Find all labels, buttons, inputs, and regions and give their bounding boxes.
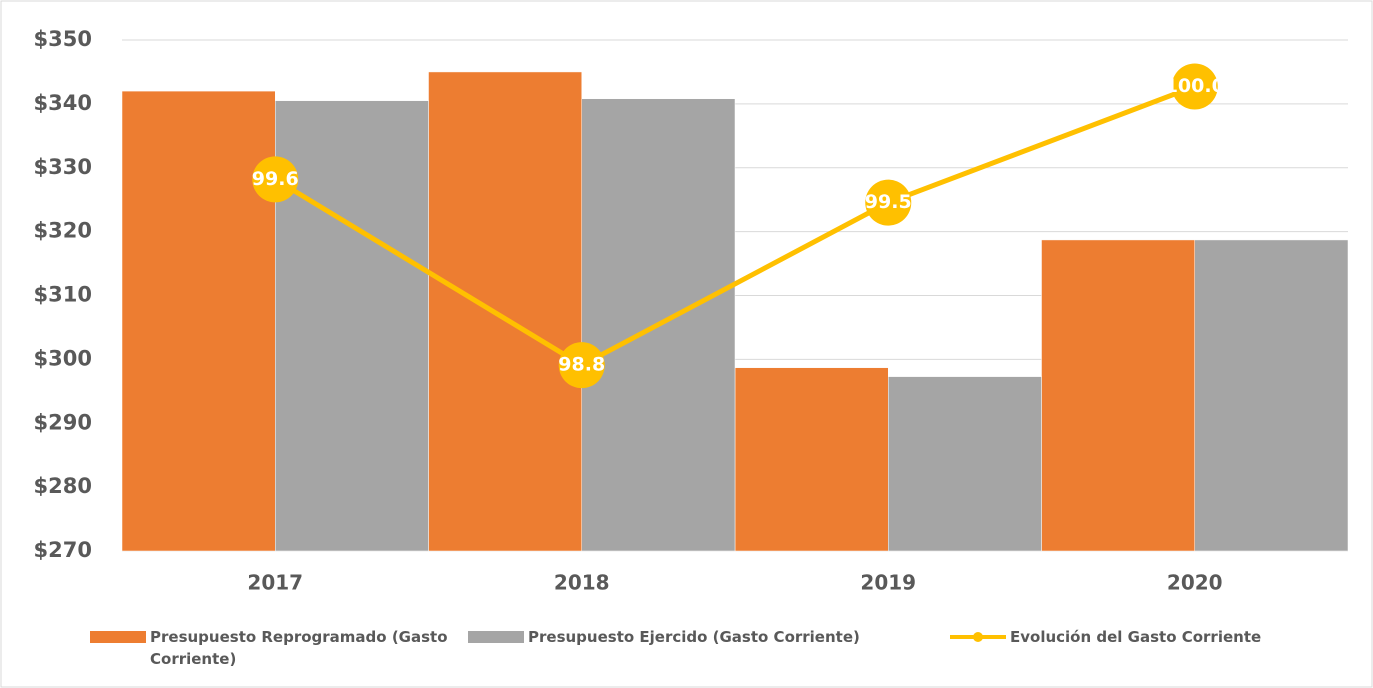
y-tick-label: $320 xyxy=(34,219,92,243)
legend-item: Presupuesto Reprogramado (Gasto Corrient… xyxy=(90,626,470,670)
y-tick-label: $330 xyxy=(34,155,92,179)
y-tick-label: $290 xyxy=(34,410,92,434)
legend-label: Presupuesto Ejercido (Gasto Corriente) xyxy=(528,628,860,646)
legend-swatch xyxy=(468,631,524,643)
point-marker xyxy=(865,179,912,226)
bar xyxy=(888,376,1042,552)
bar xyxy=(428,71,582,552)
y-tick-label: $310 xyxy=(34,283,92,307)
legend-item: Presupuesto Ejercido (Gasto Corriente) xyxy=(468,626,988,648)
legend-label: Evolución del Gasto Corriente xyxy=(1010,628,1262,646)
legend-swatch xyxy=(950,632,1006,642)
x-tick-label: 2019 xyxy=(860,571,916,595)
y-tick-label: $300 xyxy=(34,346,92,370)
bar xyxy=(275,100,429,552)
x-tick-label: 2018 xyxy=(554,571,610,595)
bar xyxy=(734,367,889,552)
data-label: 100.0 xyxy=(1165,75,1225,97)
y-tick-label: $280 xyxy=(34,474,92,498)
data-label: 99.5 xyxy=(865,191,912,213)
legend-rect xyxy=(90,631,146,643)
legend-label: Presupuesto Reprogramado (Gasto Corrient… xyxy=(150,628,448,668)
bar xyxy=(1194,239,1349,552)
legend-rect xyxy=(468,631,524,643)
legend-dot xyxy=(973,632,983,642)
point-marker xyxy=(252,156,299,203)
y-tick-label: $350 xyxy=(34,27,92,51)
x-tick-label: 2017 xyxy=(247,571,303,595)
point-marker xyxy=(558,342,605,389)
y-tick-label: $270 xyxy=(34,538,92,562)
data-label: 99.6 xyxy=(252,168,299,190)
point-marker xyxy=(1171,63,1218,110)
bar xyxy=(121,90,276,552)
line xyxy=(273,84,1196,369)
x-tick-label: 2020 xyxy=(1167,571,1223,595)
bar xyxy=(1041,239,1195,552)
legend-swatch xyxy=(90,631,146,643)
legend-item: Evolución del Gasto Corriente xyxy=(950,626,1370,648)
data-label: 98.8 xyxy=(558,354,605,376)
y-tick-label: $340 xyxy=(34,91,92,115)
